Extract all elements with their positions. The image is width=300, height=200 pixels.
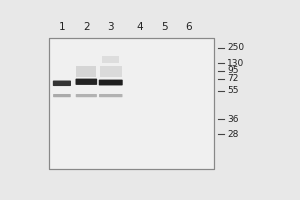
Text: 2: 2	[83, 22, 90, 32]
FancyBboxPatch shape	[53, 81, 71, 86]
Text: 36: 36	[227, 115, 238, 124]
Bar	[76, 66, 96, 77]
FancyBboxPatch shape	[76, 79, 97, 85]
Text: 3: 3	[107, 22, 114, 32]
Text: 130: 130	[227, 59, 244, 68]
Bar	[49, 38, 214, 169]
Bar	[100, 66, 122, 77]
Text: 1: 1	[58, 22, 65, 32]
FancyBboxPatch shape	[76, 94, 97, 97]
Text: 250: 250	[227, 43, 244, 52]
Text: 55: 55	[227, 86, 238, 95]
FancyBboxPatch shape	[99, 94, 122, 97]
Bar	[49, 38, 214, 169]
Text: 5: 5	[161, 22, 167, 32]
Text: 4: 4	[136, 22, 143, 32]
Text: 6: 6	[185, 22, 192, 32]
FancyBboxPatch shape	[99, 80, 123, 85]
FancyBboxPatch shape	[53, 94, 71, 97]
Text: 72: 72	[227, 74, 238, 83]
Text: 28: 28	[227, 130, 238, 139]
Text: 95: 95	[227, 66, 238, 75]
Bar	[102, 56, 119, 63]
